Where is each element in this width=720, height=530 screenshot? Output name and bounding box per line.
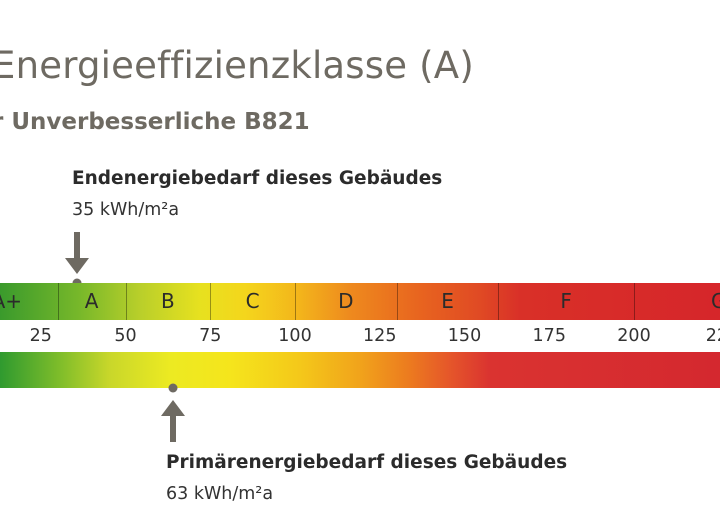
scale-tick-label: 75	[199, 326, 222, 346]
energy-class-label: F	[560, 289, 572, 313]
energy-class-label: D	[338, 289, 354, 313]
energy-class-scale: A+ A B C D E F G	[0, 283, 720, 320]
primary-energy-heading: Primärenergiebedarf dieses Gebäudes	[166, 452, 568, 473]
class-divider	[634, 283, 635, 320]
primary-energy-gradient-bar	[0, 352, 720, 388]
class-divider	[57, 283, 59, 320]
scale-tick-label: 100	[278, 326, 312, 346]
class-divider	[295, 283, 296, 320]
scale-tick-label: 175	[532, 326, 566, 346]
scale-tick-label: 50	[114, 326, 137, 346]
energy-class-label: A+	[0, 289, 23, 313]
primary-energy-arrow-icon	[161, 383, 185, 442]
scale-tick-label: 125	[363, 326, 397, 346]
energy-class-label: G	[711, 289, 720, 313]
page-title: Energieeffizienzklasse (A)	[0, 44, 474, 87]
energy-class-label: B	[161, 289, 175, 313]
energy-class-label: C	[245, 289, 260, 313]
end-energy-heading: Endenergiebedarf dieses Gebäudes	[72, 168, 443, 189]
scale-tick-label: 22	[705, 326, 720, 346]
scale-tick-label: 200	[617, 326, 651, 346]
scale-tick-label: 25	[29, 326, 52, 346]
page-subtitle: r Unverbesserliche B821	[0, 109, 310, 135]
energy-class-label: E	[441, 289, 454, 313]
scale-tick-label: 150	[447, 326, 482, 346]
class-divider	[498, 283, 500, 320]
class-divider	[210, 283, 212, 320]
primary-energy-value: 63 kWh/m²a	[166, 484, 274, 504]
class-divider	[125, 283, 127, 320]
class-divider	[396, 283, 398, 320]
end-energy-arrow-icon	[65, 232, 89, 288]
energy-class-label: A	[84, 289, 99, 313]
end-energy-value: 35 kWh/m²a	[72, 200, 180, 220]
